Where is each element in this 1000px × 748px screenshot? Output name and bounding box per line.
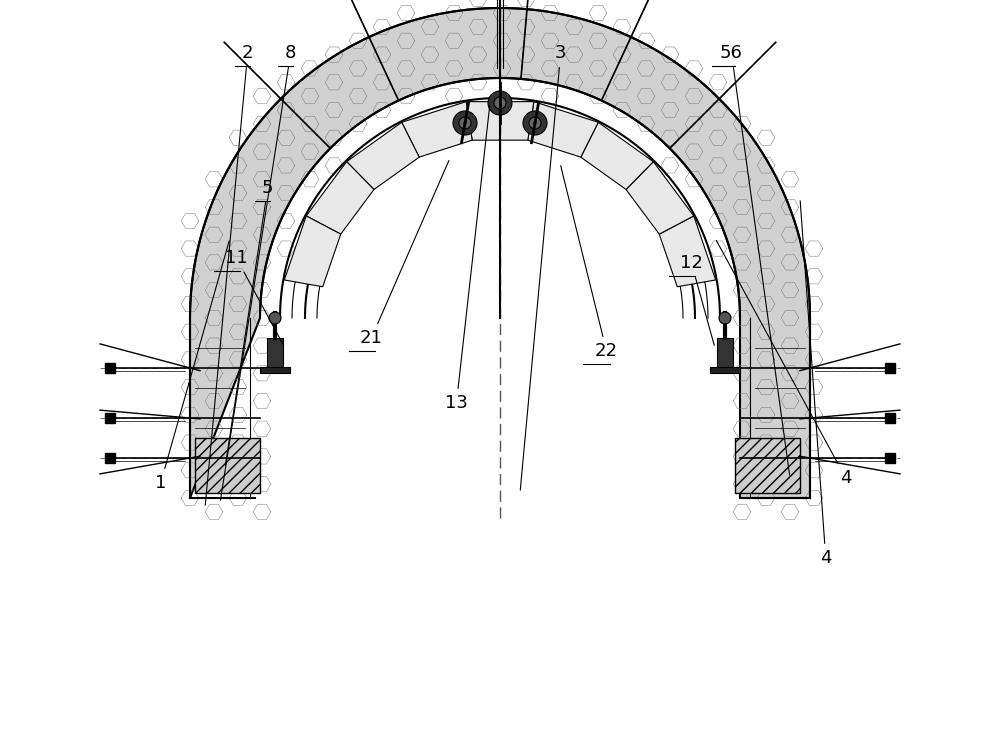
Bar xyxy=(105,453,115,463)
Bar xyxy=(267,338,283,368)
Polygon shape xyxy=(190,8,810,498)
Circle shape xyxy=(494,97,506,109)
Circle shape xyxy=(529,117,541,129)
Bar xyxy=(105,363,115,373)
Bar xyxy=(717,338,733,368)
Bar xyxy=(885,453,895,463)
Text: 21: 21 xyxy=(360,161,449,347)
Text: 3: 3 xyxy=(520,44,566,490)
Text: 2: 2 xyxy=(205,44,254,505)
Circle shape xyxy=(459,117,471,129)
Polygon shape xyxy=(347,122,419,189)
Circle shape xyxy=(488,91,512,115)
Bar xyxy=(710,367,740,373)
Text: 4: 4 xyxy=(716,240,852,487)
Polygon shape xyxy=(581,122,653,189)
Bar xyxy=(735,438,800,493)
Text: 56: 56 xyxy=(720,44,790,475)
Text: 4: 4 xyxy=(800,200,832,567)
Text: 8: 8 xyxy=(220,44,296,500)
Text: 12: 12 xyxy=(680,254,714,346)
Polygon shape xyxy=(626,162,694,234)
Polygon shape xyxy=(528,102,598,157)
Text: 5: 5 xyxy=(225,179,274,465)
Bar xyxy=(195,438,260,493)
Polygon shape xyxy=(402,102,472,157)
Circle shape xyxy=(269,312,281,324)
Bar xyxy=(885,363,895,373)
Text: 11: 11 xyxy=(225,249,284,346)
Bar xyxy=(260,367,290,373)
Bar xyxy=(885,413,895,423)
Text: 1: 1 xyxy=(155,241,229,492)
Polygon shape xyxy=(306,162,374,234)
Polygon shape xyxy=(466,102,534,140)
Text: 22: 22 xyxy=(561,166,618,360)
Polygon shape xyxy=(284,216,341,286)
Text: 13: 13 xyxy=(445,105,490,412)
Bar xyxy=(105,413,115,423)
Circle shape xyxy=(523,111,547,135)
Circle shape xyxy=(453,111,477,135)
Polygon shape xyxy=(659,216,716,286)
Circle shape xyxy=(719,312,731,324)
